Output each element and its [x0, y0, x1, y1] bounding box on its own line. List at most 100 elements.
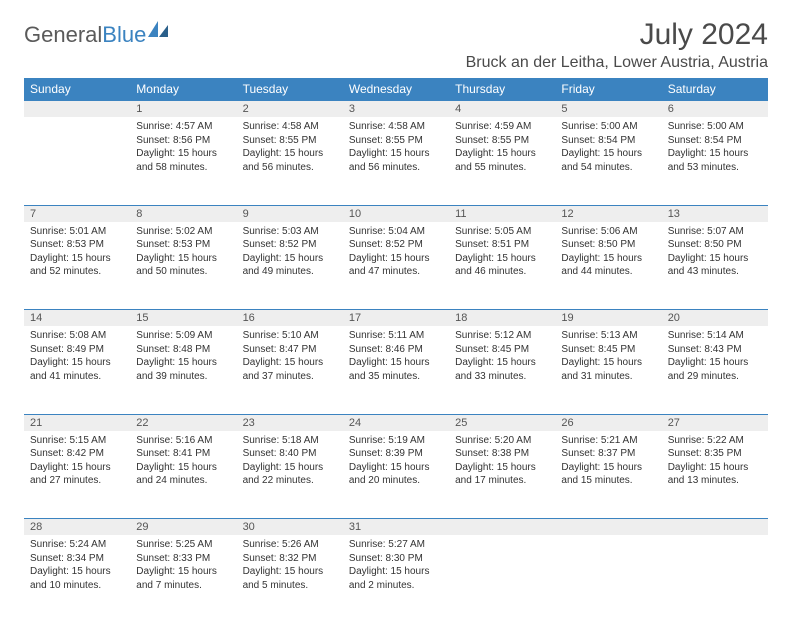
daylight-text: and 17 minutes. [455, 474, 549, 488]
weekday-header-row: Sunday Monday Tuesday Wednesday Thursday… [24, 78, 768, 101]
day-cell: Sunrise: 5:09 AMSunset: 8:48 PMDaylight:… [130, 326, 236, 414]
daylight-text: and 15 minutes. [561, 474, 655, 488]
day-number-cell: 29 [130, 519, 236, 536]
day-number-cell: 26 [555, 414, 661, 431]
sunrise-text: Sunrise: 5:19 AM [349, 434, 443, 448]
daylight-text: Daylight: 15 hours [668, 252, 762, 266]
day-cell: Sunrise: 5:19 AMSunset: 8:39 PMDaylight:… [343, 431, 449, 519]
sunset-text: Sunset: 8:38 PM [455, 447, 549, 461]
logo-word-2: Blue [102, 22, 146, 47]
day-cell: Sunrise: 5:18 AMSunset: 8:40 PMDaylight:… [237, 431, 343, 519]
daylight-text: and 13 minutes. [668, 474, 762, 488]
daylight-text: and 56 minutes. [243, 161, 337, 175]
sunrise-text: Sunrise: 5:03 AM [243, 225, 337, 239]
day-cell [449, 535, 555, 623]
sunset-text: Sunset: 8:41 PM [136, 447, 230, 461]
daylight-text: Daylight: 15 hours [30, 461, 124, 475]
day-cell: Sunrise: 5:11 AMSunset: 8:46 PMDaylight:… [343, 326, 449, 414]
sunset-text: Sunset: 8:34 PM [30, 552, 124, 566]
sunrise-text: Sunrise: 4:58 AM [243, 120, 337, 134]
calendar-body: 123456Sunrise: 4:57 AMSunset: 8:56 PMDay… [24, 101, 768, 624]
daylight-text: and 27 minutes. [30, 474, 124, 488]
daylight-text: and 53 minutes. [668, 161, 762, 175]
daylight-text: and 56 minutes. [349, 161, 443, 175]
daylight-text: and 55 minutes. [455, 161, 549, 175]
day-body-row: Sunrise: 4:57 AMSunset: 8:56 PMDaylight:… [24, 117, 768, 205]
weekday-header: Sunday [24, 78, 130, 101]
day-number-cell: 21 [24, 414, 130, 431]
sunset-text: Sunset: 8:55 PM [349, 134, 443, 148]
daylight-text: and 20 minutes. [349, 474, 443, 488]
sunrise-text: Sunrise: 5:11 AM [349, 329, 443, 343]
daylight-text: and 47 minutes. [349, 265, 443, 279]
day-cell: Sunrise: 5:27 AMSunset: 8:30 PMDaylight:… [343, 535, 449, 623]
day-number-cell: 17 [343, 310, 449, 327]
daylight-text: Daylight: 15 hours [668, 147, 762, 161]
daylight-text: Daylight: 15 hours [349, 565, 443, 579]
daylight-text: and 43 minutes. [668, 265, 762, 279]
day-number-cell: 10 [343, 205, 449, 222]
day-cell: Sunrise: 5:13 AMSunset: 8:45 PMDaylight:… [555, 326, 661, 414]
day-number-cell: 23 [237, 414, 343, 431]
page-header: GeneralBlue July 2024 Bruck an der Leith… [24, 18, 768, 72]
sunrise-text: Sunrise: 5:21 AM [561, 434, 655, 448]
sunset-text: Sunset: 8:45 PM [455, 343, 549, 357]
day-number-cell: 9 [237, 205, 343, 222]
weekday-header: Friday [555, 78, 661, 101]
day-cell [24, 117, 130, 205]
day-number-cell: 19 [555, 310, 661, 327]
daylight-text: and 50 minutes. [136, 265, 230, 279]
daylight-text: and 5 minutes. [243, 579, 337, 593]
month-title: July 2024 [466, 18, 768, 52]
day-number-cell: 24 [343, 414, 449, 431]
day-cell: Sunrise: 5:24 AMSunset: 8:34 PMDaylight:… [24, 535, 130, 623]
day-number-cell: 11 [449, 205, 555, 222]
sunrise-text: Sunrise: 5:01 AM [30, 225, 124, 239]
daylight-text: Daylight: 15 hours [561, 356, 655, 370]
sunrise-text: Sunrise: 5:26 AM [243, 538, 337, 552]
weekday-header: Thursday [449, 78, 555, 101]
daylight-text: Daylight: 15 hours [349, 252, 443, 266]
sunrise-text: Sunrise: 5:22 AM [668, 434, 762, 448]
daylight-text: Daylight: 15 hours [136, 565, 230, 579]
logo-word-1: General [24, 22, 102, 47]
sunrise-text: Sunrise: 5:04 AM [349, 225, 443, 239]
day-number-cell: 27 [662, 414, 768, 431]
sunset-text: Sunset: 8:53 PM [30, 238, 124, 252]
daylight-text: and 52 minutes. [30, 265, 124, 279]
weekday-header: Tuesday [237, 78, 343, 101]
daylight-text: Daylight: 15 hours [243, 461, 337, 475]
sunrise-text: Sunrise: 5:13 AM [561, 329, 655, 343]
location-subtitle: Bruck an der Leitha, Lower Austria, Aust… [466, 54, 768, 72]
logo: GeneralBlue [24, 18, 170, 48]
day-number-row: 78910111213 [24, 205, 768, 222]
daylight-text: Daylight: 15 hours [243, 565, 337, 579]
weekday-header: Monday [130, 78, 236, 101]
daylight-text: Daylight: 15 hours [561, 461, 655, 475]
day-number-cell: 18 [449, 310, 555, 327]
sunset-text: Sunset: 8:32 PM [243, 552, 337, 566]
sunrise-text: Sunrise: 5:24 AM [30, 538, 124, 552]
day-number-cell: 8 [130, 205, 236, 222]
day-number-cell: 14 [24, 310, 130, 327]
sunset-text: Sunset: 8:52 PM [243, 238, 337, 252]
sunset-text: Sunset: 8:49 PM [30, 343, 124, 357]
sunset-text: Sunset: 8:55 PM [243, 134, 337, 148]
sunrise-text: Sunrise: 5:20 AM [455, 434, 549, 448]
calendar-table: Sunday Monday Tuesday Wednesday Thursday… [24, 78, 768, 623]
sunset-text: Sunset: 8:47 PM [243, 343, 337, 357]
day-cell: Sunrise: 5:21 AMSunset: 8:37 PMDaylight:… [555, 431, 661, 519]
day-cell: Sunrise: 5:16 AMSunset: 8:41 PMDaylight:… [130, 431, 236, 519]
sunrise-text: Sunrise: 5:08 AM [30, 329, 124, 343]
day-cell: Sunrise: 5:03 AMSunset: 8:52 PMDaylight:… [237, 222, 343, 310]
day-number-cell: 7 [24, 205, 130, 222]
daylight-text: and 54 minutes. [561, 161, 655, 175]
day-number-cell: 12 [555, 205, 661, 222]
weekday-header: Wednesday [343, 78, 449, 101]
daylight-text: and 49 minutes. [243, 265, 337, 279]
title-block: July 2024 Bruck an der Leitha, Lower Aus… [466, 18, 768, 72]
daylight-text: Daylight: 15 hours [349, 356, 443, 370]
sunset-text: Sunset: 8:39 PM [349, 447, 443, 461]
daylight-text: and 46 minutes. [455, 265, 549, 279]
day-number-cell: 20 [662, 310, 768, 327]
